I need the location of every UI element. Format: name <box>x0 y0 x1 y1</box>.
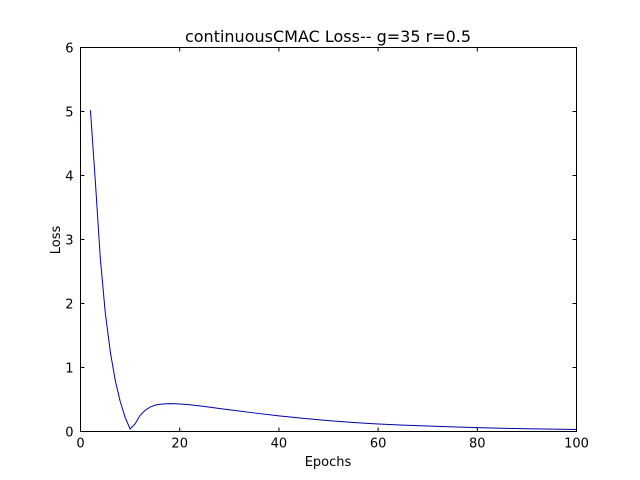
y-tick-label: 0 <box>65 426 73 441</box>
x-axis: 0 20 40 60 80 100 <box>76 47 589 452</box>
y-tick-label: 6 <box>65 42 73 57</box>
x-tick-label: 60 <box>370 437 387 452</box>
x-tick-label: 100 <box>564 437 589 452</box>
x-axis-label: Epochs <box>305 455 352 470</box>
x-tick-label: 40 <box>271 437 288 452</box>
x-tick-label: 20 <box>171 437 188 452</box>
y-tick-label: 3 <box>65 234 73 249</box>
loss-series-line <box>89 110 577 430</box>
y-axis-label: Loss <box>49 226 64 255</box>
plot-area <box>80 47 577 432</box>
y-axis: 0 1 2 3 4 5 6 <box>65 42 577 441</box>
y-tick-label: 2 <box>65 298 73 313</box>
chart-title: continuousCMAC Loss-- g=35 r=0.5 <box>185 27 471 46</box>
series-layer <box>89 110 577 430</box>
x-tick-label: 0 <box>76 437 84 452</box>
y-tick-label: 5 <box>65 106 73 121</box>
y-tick-label: 4 <box>65 170 73 185</box>
plot-frame <box>80 47 577 432</box>
x-tick-label: 80 <box>469 437 486 452</box>
y-tick-label: 1 <box>65 362 73 377</box>
